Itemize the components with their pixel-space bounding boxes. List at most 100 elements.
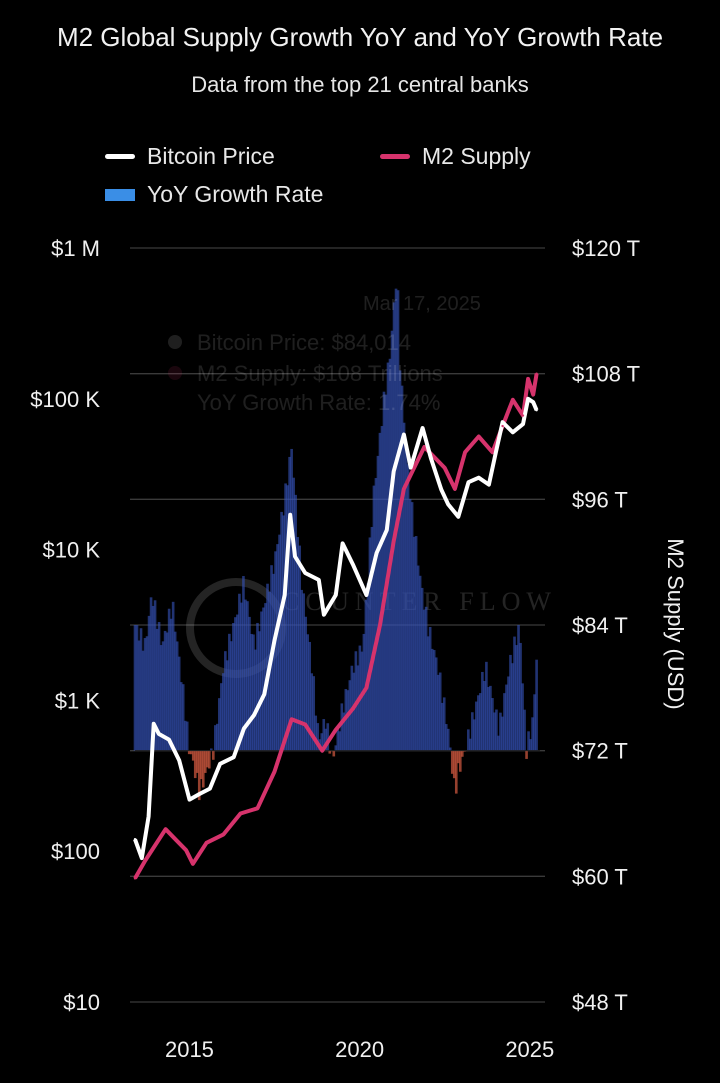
bitcoin-price-point (429, 457, 433, 461)
m2-supply-point (191, 862, 195, 865)
yoy-bar (326, 723, 330, 751)
yoy-bar (471, 712, 474, 751)
yoy-bar (236, 614, 239, 751)
yoy-bar (446, 728, 450, 751)
m2-supply-point (526, 377, 530, 381)
yoy-bar (312, 676, 316, 751)
bitcoin-price-point (375, 551, 378, 555)
yoy-bar (149, 597, 153, 751)
legend-m2-supply[interactable]: M2 Supply (380, 143, 531, 170)
yoy-bar (412, 536, 416, 751)
yoy-bar (452, 750, 456, 779)
yoy-bar (181, 684, 185, 751)
m2-supply-point (365, 686, 368, 690)
yoy-bar (513, 636, 516, 751)
yoy-bar (248, 616, 251, 751)
bitcoin-price-point (385, 528, 389, 532)
yoy-bar (485, 661, 488, 751)
yoy-bar (489, 685, 492, 751)
yoy-bar (515, 645, 518, 751)
yoy-bar (145, 636, 149, 751)
yoy-bar (320, 733, 324, 751)
bitcoin-price-point (140, 856, 144, 860)
bitcoin-price-point (409, 466, 412, 469)
yoy-bar (424, 606, 428, 751)
yoy-bar (133, 625, 137, 751)
bitcoin-price-point (198, 792, 201, 796)
m2-supply-point (290, 718, 293, 721)
legend-yoy-growth[interactable]: YoY Growth Rate (105, 181, 323, 208)
bitcoin-price-point (467, 480, 470, 484)
bitcoin-price-point (501, 420, 504, 424)
yoy-bar (503, 693, 506, 751)
yoy-bar (240, 602, 243, 751)
yoy-bar (284, 483, 287, 751)
bitcoin-price-point (288, 513, 292, 517)
m2-supply-point (184, 848, 188, 852)
x-tick-label: 2025 (505, 1037, 554, 1062)
m2-supply-point (392, 540, 395, 543)
yoy-bar (222, 673, 225, 751)
bitcoin-price-point (283, 593, 286, 597)
yoy-bar (414, 536, 418, 751)
chart-title: M2 Global Supply Growth YoY and YoY Grow… (56, 22, 664, 52)
bitcoin-price-point (147, 815, 150, 818)
yoy-bar (469, 738, 472, 751)
yoy-bar (460, 750, 464, 757)
yoy-bar (157, 622, 161, 751)
bitcoin-price-point (392, 470, 395, 473)
bitcoin-price-point (511, 431, 514, 434)
m2-supply-point (477, 435, 480, 438)
yoy-bar (322, 719, 326, 751)
yoy-bar (187, 750, 191, 755)
yoy-bar (408, 499, 412, 751)
yoy-bar (487, 686, 490, 751)
bitcoin-price-point (341, 542, 344, 545)
yoy-bar (529, 739, 532, 751)
yoy-bar (135, 625, 139, 751)
yoy-bar (456, 750, 460, 764)
yoy-bar (294, 494, 297, 751)
yoy-bar (216, 723, 219, 751)
m2-supply-point (164, 828, 167, 831)
m2-supply-line[interactable] (133, 373, 539, 880)
yoy-bar (328, 750, 332, 754)
yoy-bar (290, 448, 293, 751)
yoy-bar (334, 745, 338, 751)
legend-bitcoin-price[interactable]: Bitcoin Price (105, 143, 275, 170)
yoy-bar (252, 634, 255, 751)
yoy-bar (352, 672, 356, 751)
right-tick-label: $108 T (572, 362, 640, 387)
bitcoin-price-line[interactable] (133, 396, 539, 861)
yoy-bar (416, 565, 420, 751)
yoy-bar (509, 654, 512, 751)
x-tick-label: 2020 (335, 1037, 384, 1062)
bitcoin-price-point (152, 722, 155, 725)
yoy-bar (197, 750, 201, 801)
yoy-bar (454, 750, 458, 794)
tooltip-date: Mar 17, 2025 (363, 293, 481, 315)
yoy-bar (191, 750, 195, 761)
m2-supply-point (501, 424, 504, 428)
yoy-bar (308, 641, 312, 751)
yoy-bar (286, 485, 289, 751)
bitcoin-price-point (133, 838, 137, 841)
yoy-bar (382, 391, 386, 751)
yoy-bar (226, 660, 229, 751)
m2-supply-point (256, 807, 259, 810)
yoy-bar (199, 750, 203, 780)
yoy-bar (165, 632, 169, 751)
bitcoin-price-point (303, 571, 307, 575)
yoy-bar (336, 727, 340, 751)
yoy-bar (201, 750, 205, 788)
yoy-bar (282, 515, 285, 751)
yoy-bar (384, 394, 388, 751)
yoy-bar (428, 626, 432, 751)
yoy-bar (193, 750, 197, 779)
yoy-bar (444, 724, 448, 751)
right-tick-label: $84 T (572, 613, 628, 638)
yoy-bar (211, 750, 215, 760)
yoy-bar (238, 593, 241, 751)
m2-supply-point (205, 841, 208, 845)
